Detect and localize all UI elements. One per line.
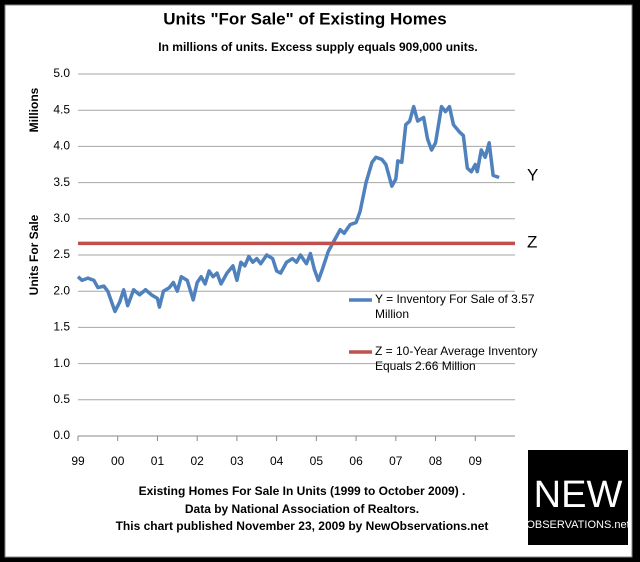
annotation: Z <box>527 232 537 251</box>
y-unit-label: Millions <box>27 87 41 132</box>
x-tick-label: 99 <box>71 454 85 468</box>
x-tick-label: 00 <box>111 454 125 468</box>
y-tick-label: 5.0 <box>53 66 70 80</box>
chart-subtitle: In millions of units. Excess supply equa… <box>158 40 477 54</box>
logo-box <box>528 450 628 545</box>
y-tick-label: 2.0 <box>53 283 70 297</box>
legend-label: Z = 10-Year Average Inventory Equals 2.6… <box>375 344 538 373</box>
y-tick-label: 3.5 <box>53 175 70 189</box>
x-tick-label: 09 <box>469 454 483 468</box>
y-tick-label: 1.5 <box>53 320 70 334</box>
x-tick-label: 04 <box>270 454 284 468</box>
chart-title: Units "For Sale" of Existing Homes <box>163 9 446 28</box>
x-tick-label: 05 <box>310 454 324 468</box>
y-axis-label: Units For Sale <box>27 214 41 295</box>
x-tick-label: 03 <box>230 454 244 468</box>
y-tick-label: 2.5 <box>53 247 70 261</box>
footer-line: This chart published November 23, 2009 b… <box>116 519 489 533</box>
legend-label: Y = Inventory For Sale of 3.57 Million <box>375 292 535 321</box>
footer-line: Existing Homes For Sale In Units (1999 t… <box>139 484 466 498</box>
y-tick-label: 1.0 <box>53 356 70 370</box>
y-tick-label: 0.0 <box>53 428 70 442</box>
logo-name: NEW <box>534 474 623 516</box>
footer-line: Data by National Association of Realtors… <box>185 502 419 516</box>
y-tick-label: 4.5 <box>53 102 70 116</box>
y-tick-label: 3.0 <box>53 211 70 225</box>
x-tick-label: 02 <box>191 454 205 468</box>
x-tick-label: 07 <box>389 454 403 468</box>
y-tick-label: 4.0 <box>53 139 70 153</box>
x-tick-label: 01 <box>151 454 165 468</box>
x-tick-label: 08 <box>429 454 443 468</box>
series-line <box>76 104 500 314</box>
x-tick-label: 06 <box>349 454 363 468</box>
y-tick-label: 0.5 <box>53 392 70 406</box>
annotation: Y <box>527 165 538 184</box>
logo-sub: OBSERVATIONS.net <box>526 519 629 531</box>
